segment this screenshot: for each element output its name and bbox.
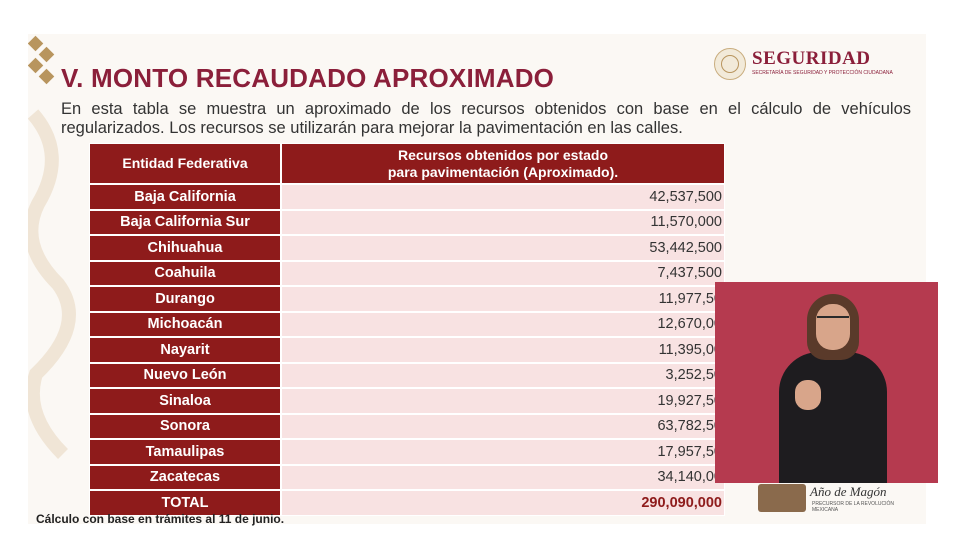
page-title: V. MONTO RECAUDADO APROXIMADO [61, 63, 555, 93]
table-row: Coahuila 7,437,500 [89, 260, 725, 286]
state-cell: Zacatecas [89, 464, 281, 490]
state-cell: Nayarit [89, 337, 281, 363]
brand-subtext: PRECURSOR DE LA REVOLUCIÓN MEXICANA [812, 501, 894, 513]
total-label-cell: TOTAL [89, 490, 281, 516]
revenue-table: Entidad Federativa Recursos obtenidos po… [89, 143, 725, 516]
table-row: Tamaulipas 17,957,50 [89, 439, 725, 465]
amount-cell: 11,570,000 [281, 209, 725, 235]
state-cell: Michoacán [89, 311, 281, 337]
brand-logo: Año de Magón PRECURSOR DE LA REVOLUCIÓN … [758, 484, 908, 513]
interpreter-face [816, 304, 850, 350]
brand-text: Año de Magón [810, 484, 887, 499]
state-cell: Chihuahua [89, 235, 281, 261]
column-header-entity: Entidad Federativa [89, 143, 281, 184]
amount-cell: 17,957,50 [281, 439, 725, 465]
column-header-amount: Recursos obtenidos por estado para pavim… [281, 143, 725, 184]
column-header-amount-line2: para pavimentación (Aproximado). [387, 163, 619, 180]
amount-cell: 3,252,50 [281, 362, 725, 388]
amount-cell: 12,670,00 [281, 311, 725, 337]
logo-title: SEGURIDAD [752, 48, 871, 69]
table-row: Zacatecas 34,140,00 [89, 464, 725, 490]
amount-cell: 42,537,500 [281, 184, 725, 210]
description-text: En esta tabla se muestra un aproximado d… [61, 100, 911, 137]
total-amount-cell: 290,090,000 [281, 490, 725, 516]
sign-language-interpreter-video [715, 282, 938, 483]
hand-icon [795, 380, 821, 410]
state-cell: Baja California [89, 184, 281, 210]
amount-cell: 19,927,50 [281, 388, 725, 414]
column-header-amount-line1: Recursos obtenidos por estado [397, 146, 609, 163]
table-row: Chihuahua 53,442,500 [89, 235, 725, 261]
footnote: Cálculo con base en trámites al 11 de ju… [36, 512, 285, 526]
state-cell: Sonora [89, 413, 281, 439]
mexican-seal-icon [714, 48, 746, 80]
portrait-icon [758, 484, 806, 512]
diamond-ornament-icon [28, 34, 98, 524]
table-row: Baja California 42,537,500 [89, 184, 725, 210]
amount-cell: 53,442,500 [281, 235, 725, 261]
table-row: Sonora 63,782,50 [89, 413, 725, 439]
amount-cell: 11,977,50 [281, 286, 725, 312]
state-cell: Baja California Sur [89, 209, 281, 235]
table-row: Sinaloa 19,927,50 [89, 388, 725, 414]
amount-cell: 34,140,00 [281, 464, 725, 490]
table-header-row: Entidad Federativa Recursos obtenidos po… [89, 143, 725, 184]
state-cell: Coahuila [89, 260, 281, 286]
amount-cell: 7,437,500 [281, 260, 725, 286]
state-cell: Durango [89, 286, 281, 312]
amount-cell: 11,395,00 [281, 337, 725, 363]
table-row: Durango 11,977,50 [89, 286, 725, 312]
glasses-icon [817, 316, 849, 326]
table-total-row: TOTAL 290,090,000 [89, 490, 725, 516]
interpreter-body [779, 352, 887, 483]
table-row: Nayarit 11,395,00 [89, 337, 725, 363]
amount-cell: 63,782,50 [281, 413, 725, 439]
agency-logo: SEGURIDAD SECRETARÍA DE SEGURIDAD Y PROT… [714, 46, 914, 82]
state-cell: Nuevo León [89, 362, 281, 388]
table-row: Michoacán 12,670,00 [89, 311, 725, 337]
logo-subtitle: SECRETARÍA DE SEGURIDAD Y PROTECCIÓN CIU… [752, 70, 893, 76]
table-row: Nuevo León 3,252,50 [89, 362, 725, 388]
state-cell: Sinaloa [89, 388, 281, 414]
table-row: Baja California Sur 11,570,000 [89, 209, 725, 235]
state-cell: Tamaulipas [89, 439, 281, 465]
background-pattern-icon [28, 109, 76, 459]
